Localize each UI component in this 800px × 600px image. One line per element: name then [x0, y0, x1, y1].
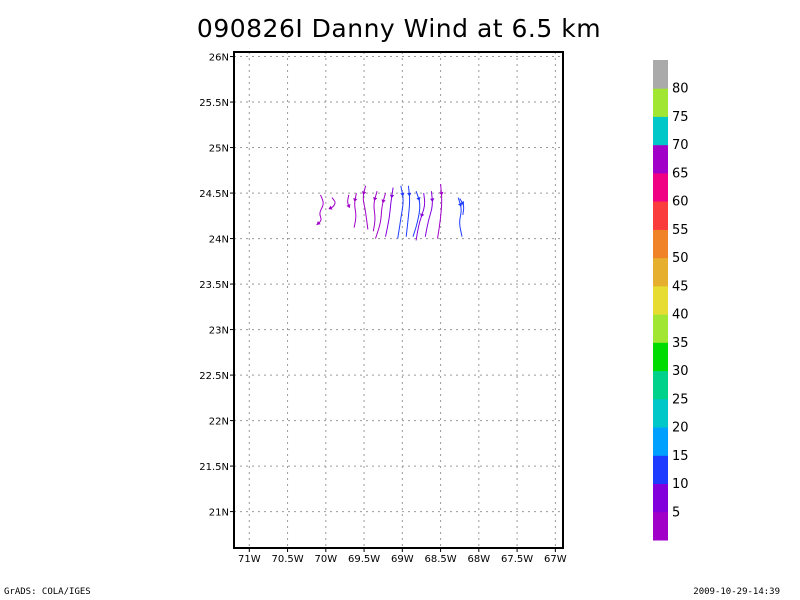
colorbar: 5 10 15 20 25 30 35 40 45 50 55 60 65 70 75 80 — [653, 60, 689, 541]
streamline — [424, 191, 433, 237]
streamline — [353, 193, 357, 228]
colorbar-swatch — [653, 257, 668, 287]
streamline-arrow — [439, 191, 444, 196]
streamline-arrow — [361, 191, 367, 196]
x-tick-label: 68.5W — [425, 554, 457, 565]
streamline — [329, 197, 336, 209]
colorbar-label: 60 — [672, 195, 689, 210]
streamline — [372, 191, 378, 232]
x-tick-label: 69.5W — [348, 554, 380, 565]
streamline-arrow — [328, 205, 333, 210]
colorbar-label: 25 — [672, 392, 689, 407]
streamline — [375, 192, 386, 239]
y-tick-label: 24.5N — [199, 189, 229, 200]
y-tick-label: 24N — [209, 235, 229, 246]
colorbar-label: 80 — [672, 82, 689, 97]
x-tick-label: 67W — [544, 554, 567, 565]
y-tick-label: 26N — [209, 53, 229, 64]
streamline-arrow — [373, 197, 378, 201]
colorbar-swatch — [653, 88, 668, 117]
colorbar-label: 15 — [672, 449, 689, 464]
footer-credit: GrADS: COLA/IGES — [4, 587, 91, 597]
colorbar-swatch — [653, 370, 668, 400]
colorbar-swatch — [653, 285, 668, 315]
colorbar-label: 35 — [672, 336, 689, 351]
colorbar-label: 20 — [672, 421, 689, 436]
streamline-arrow — [458, 202, 463, 207]
streamlines — [316, 183, 465, 241]
y-tick-label: 21.5N — [199, 462, 229, 473]
streamline-arrow — [353, 198, 358, 202]
streamline-arrow — [416, 196, 421, 201]
colorbar-label: 55 — [672, 223, 689, 238]
streamline-arrow — [407, 192, 412, 197]
colorbar-label: 75 — [672, 110, 689, 125]
streamline — [437, 183, 443, 239]
colorbar-swatch — [653, 511, 668, 541]
y-tick-label: 25N — [209, 144, 229, 155]
y-axis-ticks: 21N 21.5N 22N 22.5N 23N 23.5N 24N 24.5N 25N 25.5N… — [199, 53, 234, 519]
colorbar-swatch — [653, 229, 668, 259]
y-tick-label: 22N — [209, 417, 229, 428]
plot-frame — [233, 51, 564, 549]
x-tick-label: 71W — [238, 554, 261, 565]
colorbar-label: 70 — [672, 138, 689, 153]
streamline-arrow — [346, 204, 351, 209]
streamline — [316, 194, 324, 226]
colorbar-swatch — [653, 144, 668, 174]
colorbar-swatch — [653, 398, 668, 428]
y-tick-label: 22.5N — [199, 371, 229, 382]
colorbar-label: 40 — [672, 308, 689, 323]
colorbar-label: 65 — [672, 166, 689, 181]
colorbar-swatch — [653, 60, 668, 89]
streamline-arrow — [460, 201, 464, 206]
colorbar-swatch — [653, 172, 668, 202]
streamline — [405, 185, 411, 237]
colorbar-swatch — [653, 314, 668, 343]
streamline — [457, 197, 463, 237]
x-axis-ticks: 71W 70.5W 70W 69.5W 69W 68.5W 68W 67.5W 67W — [238, 548, 567, 565]
streamline-arrow — [430, 198, 435, 202]
colorbar-swatch — [653, 483, 668, 513]
grid-lines — [234, 52, 563, 548]
colorbar-swatch — [653, 342, 668, 372]
streamline — [385, 187, 394, 237]
streamline-arrow — [381, 199, 386, 204]
y-tick-label: 23N — [209, 326, 229, 337]
colorbar-label: 5 — [672, 505, 680, 520]
colorbar-swatch — [653, 427, 668, 456]
y-tick-label: 21N — [209, 508, 229, 519]
streamline — [459, 198, 465, 215]
y-tick-label: 23.5N — [199, 280, 229, 291]
footer-timestamp: 2009-10-29-14:39 — [693, 587, 780, 597]
colorbar-label: 10 — [672, 477, 689, 492]
x-tick-label: 67.5W — [501, 554, 533, 565]
x-tick-label: 70.5W — [271, 554, 303, 565]
x-tick-label: 70W — [315, 554, 338, 565]
y-tick-label: 25.5N — [199, 98, 229, 109]
colorbar-swatch — [653, 116, 668, 146]
streamline — [362, 185, 369, 230]
streamline — [415, 193, 426, 241]
streamline-arrow — [400, 192, 405, 197]
colorbar-swatch — [653, 201, 668, 230]
colorbar-label: 30 — [672, 364, 689, 379]
streamline-arrow — [389, 194, 395, 199]
streamline — [347, 194, 350, 208]
streamline-arrow — [316, 221, 321, 225]
x-tick-label: 68W — [468, 554, 491, 565]
streamline — [397, 185, 404, 239]
chart-title: 090826I Danny Wind at 6.5 km — [196, 14, 602, 43]
streamline-arrow — [420, 213, 425, 218]
colorbar-label: 50 — [672, 251, 689, 266]
x-tick-label: 69W — [391, 554, 414, 565]
colorbar-label: 45 — [672, 279, 689, 294]
colorbar-swatch — [653, 455, 668, 484]
streamline — [412, 191, 421, 237]
